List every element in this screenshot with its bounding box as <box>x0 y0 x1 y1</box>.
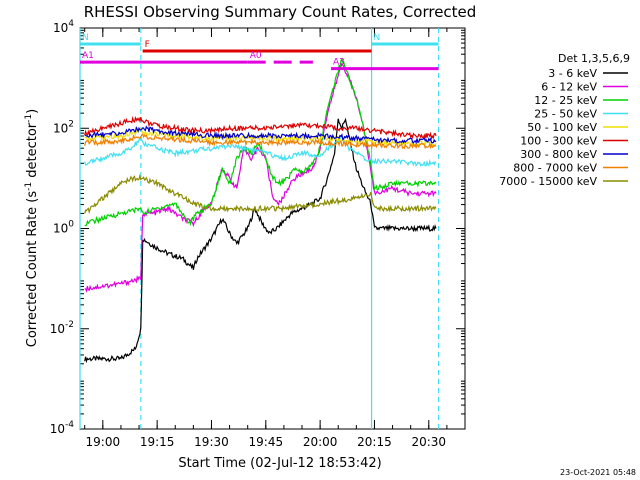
timestamp: 23-Oct-2021 05:48 <box>560 468 636 477</box>
x-tick-label: 19:15 <box>140 435 175 449</box>
legend-entry-label: 3 - 6 keV <box>548 67 597 80</box>
x-tick-label: 19:30 <box>194 435 229 449</box>
y-tick-base: 10 <box>53 222 68 236</box>
chart-title: RHESSI Observing Summary Count Rates, Co… <box>84 3 477 21</box>
x-tick-label: 20:30 <box>411 435 446 449</box>
x-axis-label: Start Time (02-Jul-12 18:53:42) <box>178 456 381 471</box>
flag-label: A3 <box>333 58 345 68</box>
x-tick-label: 20:00 <box>303 435 338 449</box>
y-axis-label-sup: -1 <box>24 182 34 191</box>
y-tick-exponent: -4 <box>65 420 74 430</box>
y-tick-label: 100 <box>53 220 74 236</box>
legend-entry-label: 800 - 7000 keV <box>513 162 597 175</box>
y-axis-label: Corrected Count Rate (s-1 detector-1) <box>24 109 40 347</box>
x-tick-label: 20:15 <box>357 435 392 449</box>
series-line <box>84 135 437 167</box>
series-line <box>84 62 437 293</box>
legend-entry-label: 12 - 25 keV <box>534 94 597 107</box>
y-tick-label: 102 <box>53 119 74 135</box>
series-lines <box>84 57 437 364</box>
x-axis-ticks: 19:00 19:15 19:30 19:45 20:00 20:15 20:30 <box>84 28 466 449</box>
y-tick-exponent: 4 <box>68 19 74 29</box>
flag-label: N <box>82 33 89 43</box>
flag-label: A0 <box>250 51 262 61</box>
series-line <box>84 125 437 145</box>
y-tick-base: 10 <box>53 121 68 135</box>
legend-entry-label: 6 - 12 keV <box>541 81 597 94</box>
y-tick-label: 10-2 <box>50 320 74 336</box>
y-axis-label-part: detector <box>25 122 40 182</box>
y-axis-label-part: ) <box>25 109 40 114</box>
y-tick-exponent: 0 <box>68 220 74 230</box>
series-line <box>84 173 437 215</box>
legend-entry-label: 300 - 800 keV <box>520 148 597 161</box>
y-tick-label: 10-4 <box>50 420 75 436</box>
flag-label: A1 <box>82 51 94 61</box>
x-tick-label: 19:00 <box>86 435 121 449</box>
y-axis-label-part: Corrected Count Rate (s <box>25 191 40 348</box>
legend-entry-label: 100 - 300 keV <box>520 135 597 148</box>
legend-title: Det 1,3,5,6,9 <box>558 52 630 65</box>
flag-label: N <box>374 33 381 43</box>
series-line <box>84 117 437 364</box>
y-tick-base: 10 <box>50 322 65 336</box>
series-line <box>84 57 437 227</box>
night-boundaries <box>79 28 440 429</box>
y-axis-label-sup: -1 <box>24 114 34 123</box>
flag-label: F <box>145 40 150 50</box>
legend-entry-label: 7000 - 15000 keV <box>499 175 597 188</box>
legend-entry-label: 50 - 100 keV <box>527 121 597 134</box>
y-tick-base: 10 <box>50 422 65 436</box>
y-tick-label: 104 <box>53 19 74 35</box>
series-line <box>84 133 437 150</box>
y-tick-exponent: -2 <box>65 320 74 330</box>
series-line <box>84 115 437 141</box>
legend-entry-label: 25 - 50 keV <box>534 108 597 121</box>
x-tick-label: 19:45 <box>249 435 284 449</box>
flag-bars: N N F A1 A0 A3 <box>80 33 439 71</box>
y-tick-exponent: 2 <box>68 119 74 129</box>
y-tick-base: 10 <box>53 21 68 35</box>
